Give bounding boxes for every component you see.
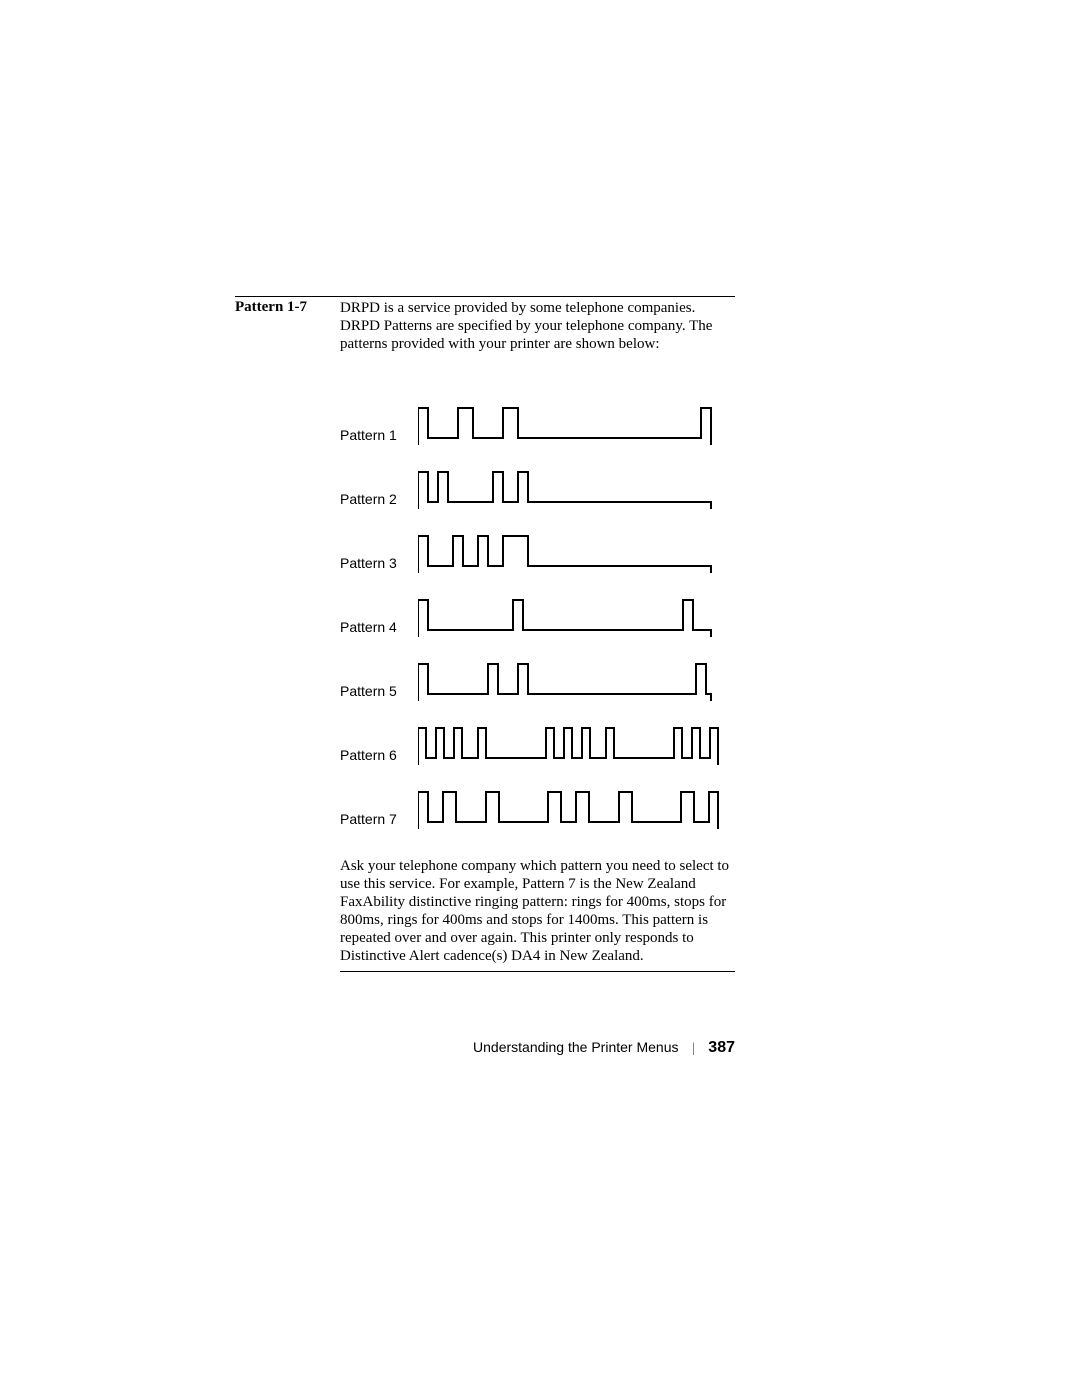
pattern-waveform	[418, 723, 721, 765]
footer-separator: |	[692, 1041, 695, 1056]
ring-pattern-diagram: Pattern 1 Pattern 2 Pattern 3 Pattern 4 Patt…	[340, 381, 735, 829]
pattern-row: Pattern 6	[340, 701, 735, 765]
pattern-waveform	[418, 467, 721, 509]
drpd-description-top: DRPD is a service provided by some telep…	[340, 297, 735, 353]
page-footer: Understanding the Printer Menus | 387	[0, 1039, 735, 1057]
pattern-waveform	[418, 659, 721, 701]
pattern-row: Pattern 7	[340, 765, 735, 829]
pattern-row: Pattern 2	[340, 445, 735, 509]
pattern-label: Pattern 3	[340, 555, 418, 573]
pattern-waveform	[418, 403, 721, 445]
pattern-label: Pattern 4	[340, 619, 418, 637]
pattern-label: Pattern 5	[340, 683, 418, 701]
pattern-label: Pattern 6	[340, 747, 418, 765]
pattern-row: Pattern 3	[340, 509, 735, 573]
pattern-row: Pattern 1	[340, 381, 735, 445]
footer-page-number: 387	[708, 1039, 735, 1056]
pattern-description-row: Pattern 1-7 DRPD is a service provided b…	[235, 296, 735, 353]
pattern-row: Pattern 5	[340, 637, 735, 701]
pattern-label: Pattern 2	[340, 491, 418, 509]
content-block: Pattern 1-7 DRPD is a service provided b…	[235, 296, 735, 972]
pattern-row: Pattern 4	[340, 573, 735, 637]
drpd-description-bottom: Ask your telephone company which pattern…	[340, 857, 735, 972]
footer-chapter-title: Understanding the Printer Menus	[473, 1039, 678, 1055]
pattern-range-label: Pattern 1-7	[235, 297, 340, 316]
document-page: Pattern 1-7 DRPD is a service provided b…	[0, 0, 1080, 1397]
pattern-waveform	[418, 787, 721, 829]
pattern-label: Pattern 1	[340, 427, 418, 445]
pattern-label: Pattern 7	[340, 811, 418, 829]
pattern-waveform	[418, 595, 721, 637]
pattern-waveform	[418, 531, 721, 573]
